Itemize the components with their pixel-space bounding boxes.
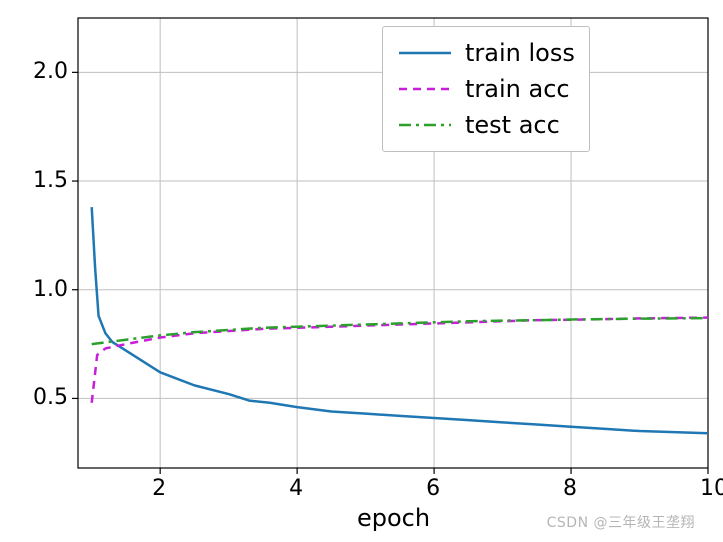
y-tick-label: 1.5	[33, 168, 68, 193]
legend-label: train acc	[465, 75, 570, 103]
x-tick-label: 10	[700, 476, 723, 501]
legend-item-train-loss: train loss	[397, 35, 575, 71]
y-tick-label: 0.5	[33, 385, 68, 410]
plot-svg	[0, 0, 723, 542]
legend-swatch-train-acc	[397, 77, 453, 101]
x-axis-label: epoch	[357, 504, 430, 532]
legend-item-train-acc: train acc	[397, 71, 575, 107]
x-tick-label: 8	[563, 476, 577, 501]
watermark-text: CSDN @三年级王垄翔	[547, 512, 695, 532]
training-metrics-chart: train loss train acc test acc epoch CSDN @…	[0, 0, 723, 542]
x-tick-label: 4	[289, 476, 303, 501]
y-tick-label: 2.0	[33, 59, 68, 84]
y-tick-label: 1.0	[33, 277, 68, 302]
legend-label: test acc	[465, 111, 560, 139]
x-tick-label: 6	[426, 476, 440, 501]
legend-label: train loss	[465, 39, 575, 67]
x-tick-label: 2	[152, 476, 166, 501]
legend-item-test-acc: test acc	[397, 107, 575, 143]
legend: train loss train acc test acc	[382, 26, 590, 152]
legend-swatch-test-acc	[397, 113, 453, 137]
legend-swatch-train-loss	[397, 41, 453, 65]
